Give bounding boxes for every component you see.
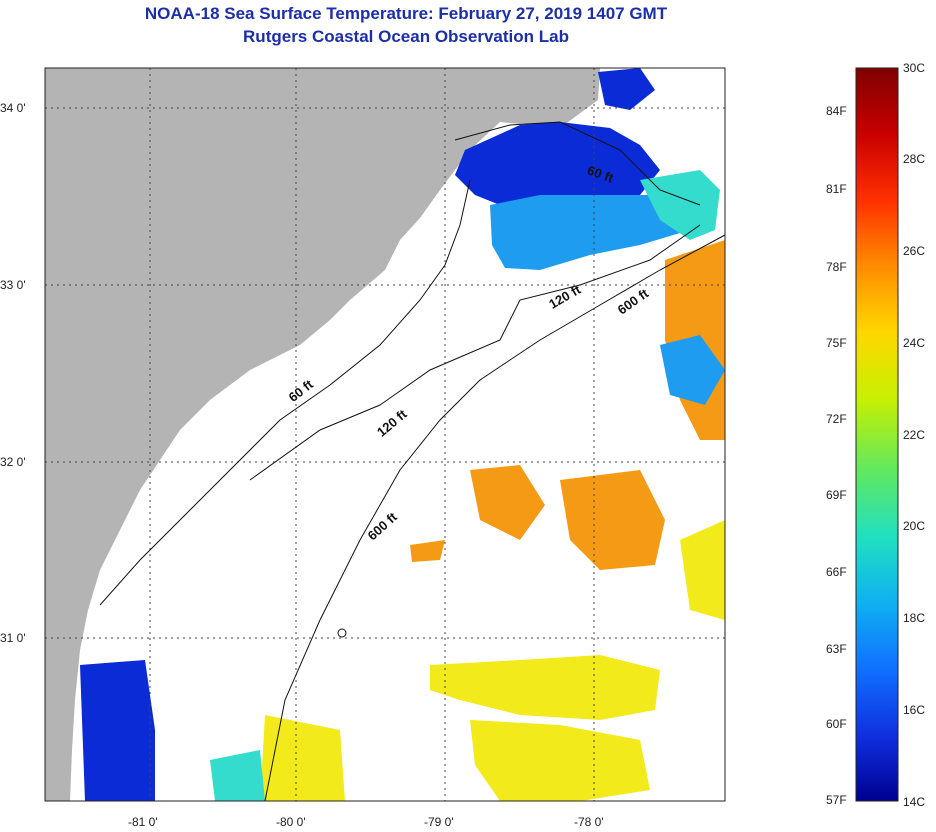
- fahrenheit-label: 66F: [826, 565, 847, 579]
- map-subtitle: Rutgers Coastal Ocean Observation Lab: [243, 27, 569, 46]
- celsius-label: 22C: [903, 428, 926, 442]
- lat-tick: 32 0': [0, 455, 26, 469]
- lat-tick: 31 0': [0, 631, 26, 645]
- fahrenheit-label: 63F: [826, 642, 847, 656]
- map-title: NOAA-18 Sea Surface Temperature: Februar…: [144, 4, 668, 23]
- lat-tick: 34 0': [0, 101, 26, 115]
- land-mass: [45, 68, 600, 801]
- fahrenheit-label: 72F: [826, 412, 847, 426]
- fahrenheit-label: 75F: [826, 336, 847, 350]
- contour-120ft: [249, 224, 701, 481]
- lat-tick: 33 0': [0, 278, 26, 292]
- celsius-label: 18C: [903, 611, 926, 625]
- lon-tick: -81 0': [128, 815, 158, 829]
- graticule: [45, 68, 725, 801]
- lon-tick: -80 0': [276, 815, 306, 829]
- fahrenheit-label: 84F: [826, 104, 847, 118]
- sst-warm-center: [410, 465, 665, 570]
- colorbar: [855, 67, 899, 802]
- fahrenheit-label: 69F: [826, 488, 847, 502]
- sst-cold-southwest: [80, 660, 155, 801]
- celsius-label: 28C: [903, 152, 926, 166]
- fahrenheit-label: 57F: [826, 793, 847, 807]
- celsius-label: 26C: [903, 244, 926, 258]
- celsius-label: 24C: [903, 336, 926, 350]
- fahrenheit-label: 78F: [826, 260, 847, 274]
- lon-tick: -79 0': [424, 815, 454, 829]
- sst-cold-north: [455, 68, 720, 270]
- sst-yellow-south: [210, 655, 660, 801]
- fahrenheit-label: 81F: [826, 182, 847, 196]
- celsius-label: 16C: [903, 703, 926, 717]
- map-frame: [44, 67, 726, 802]
- lon-tick: -78 0': [574, 815, 604, 829]
- celsius-label: 20C: [903, 519, 926, 533]
- celsius-label: 30C: [903, 61, 926, 75]
- depth-contours: [99, 121, 725, 801]
- celsius-label: 14C: [903, 795, 926, 809]
- sst-warm-east: [660, 240, 725, 620]
- fahrenheit-label: 60F: [826, 717, 847, 731]
- contour-60ft: [99, 121, 701, 606]
- contour-600ft: [264, 234, 725, 801]
